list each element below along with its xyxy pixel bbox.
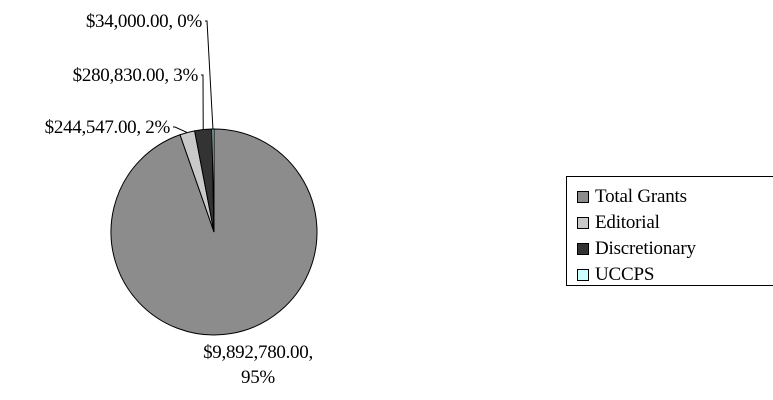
legend-label-total-grants: Total Grants	[595, 186, 687, 207]
legend-item-editorial: Editorial	[577, 212, 660, 233]
legend-label-discretionary: Discretionary	[595, 238, 696, 259]
leader-line-uccps	[205, 20, 214, 130]
data-label-discretionary: $280,830.00, 3%	[73, 65, 199, 86]
pie-slice-total-grants	[110, 128, 318, 336]
legend-item-uccps: UCCPS	[577, 264, 655, 285]
legend-swatch-discretionary	[577, 243, 589, 255]
legend-label-uccps: UCCPS	[595, 264, 655, 285]
legend-swatch-uccps	[577, 269, 589, 281]
legend-swatch-editorial	[577, 217, 589, 229]
data-label-uccps: $34,000.00, 0%	[86, 11, 203, 32]
leader-line-discretionary	[201, 74, 204, 130]
legend-item-total-grants: Total Grants	[577, 186, 687, 207]
data-label-total-grants-percent: 95%	[241, 367, 275, 388]
leader-line-editorial	[173, 126, 188, 133]
legend-label-editorial: Editorial	[595, 212, 660, 233]
chart-legend: Total Grants Editorial Discretionary UCC…	[566, 176, 773, 286]
data-label-editorial: $244,547.00, 2%	[45, 117, 171, 138]
legend-item-discretionary: Discretionary	[577, 238, 696, 259]
legend-swatch-total-grants	[577, 191, 589, 203]
data-label-total-grants-value: $9,892,780.00,	[203, 342, 313, 363]
